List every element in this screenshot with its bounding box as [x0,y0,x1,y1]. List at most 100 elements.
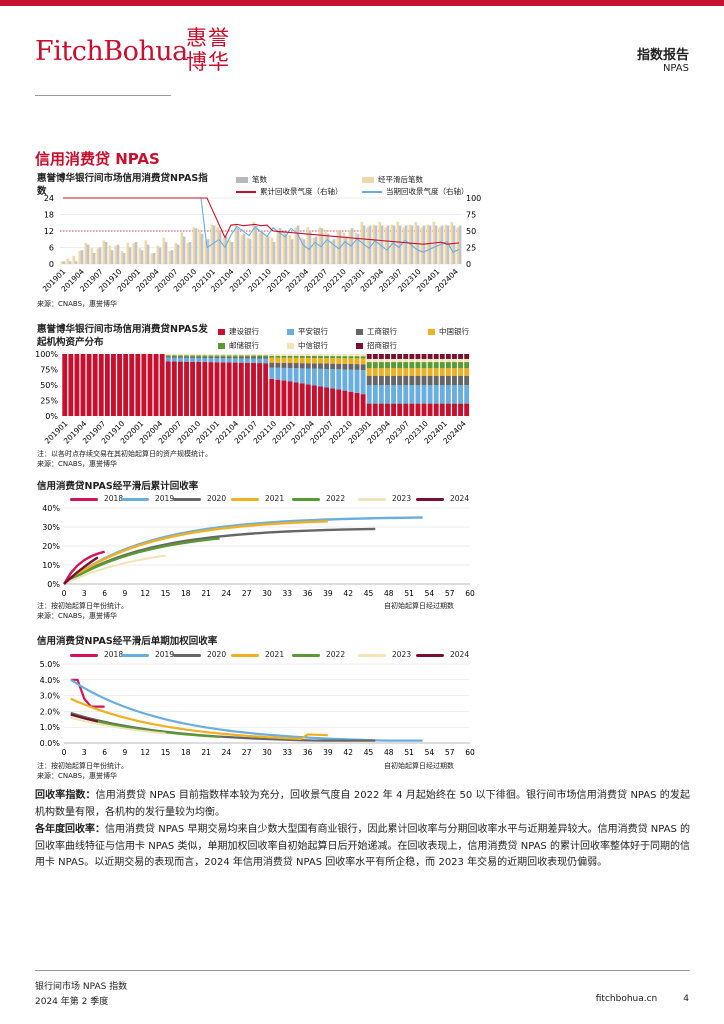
bar-count [146,244,150,264]
stack-segment [287,381,293,416]
stack-segment [409,362,415,369]
stack-segment [263,358,269,364]
bar-count [68,261,72,264]
bar-smoothed [264,235,268,264]
bar-smoothed [180,232,184,264]
bar-count [284,233,288,264]
bar-count [182,236,186,264]
bar-smoothed [246,237,250,264]
bar-count [392,225,396,264]
bar-smoothed [108,245,112,264]
stack-segment [226,354,232,356]
bar-smoothed [96,248,100,264]
stack-segment [184,356,189,358]
bar-count [254,225,258,264]
xtick: 36 [303,748,313,757]
stack-segment [421,375,427,385]
bar-smoothed [402,227,406,264]
stack-segment [403,358,409,363]
stack-segment [391,358,397,363]
stack-segment [232,356,238,359]
stack-segment [324,368,330,388]
stack-segment [458,362,463,369]
stack-segment [287,357,293,363]
stack-segment [372,362,378,369]
stack-segment [244,358,250,363]
stack-segment [171,354,177,356]
stack-segment [214,356,220,359]
stack-segment [269,357,275,363]
stack-segment [202,358,208,363]
stack-segment [354,354,360,357]
stack-segment [238,354,244,356]
stack-segment [378,358,384,363]
xtick: 51 [404,748,414,757]
legend-citic: 中信银行 [287,340,328,351]
stack-segment [427,385,433,404]
stack-segment [208,362,214,416]
stack-segment [171,361,177,416]
stack-segment [318,363,323,369]
stack-segment [391,375,397,385]
bar-count [104,242,108,264]
bar-count [242,233,246,264]
bar-count [314,236,318,264]
bar-smoothed [300,237,304,264]
stack-segment [165,355,171,357]
stack-segment [445,375,451,385]
stack-segment [464,358,470,363]
xtick: 15 [161,589,171,598]
stack-segment [74,354,80,416]
stack-segment [311,385,317,416]
stack-segment [336,354,342,357]
stack-segment [433,375,439,385]
bar-smoothed [366,227,370,264]
bar-smoothed [282,232,286,264]
ytick-right: 0 [466,260,471,269]
xtick: 60 [465,748,475,757]
bar-smoothed [330,240,334,264]
series-2023 [70,716,166,735]
xtick: 18 [181,748,191,757]
xtick: 45 [364,748,374,757]
stack-segment [220,362,226,416]
stack-segment [452,385,457,404]
stack-segment [452,362,457,369]
series-2018 [62,550,105,585]
stack-segment [275,357,281,363]
bar-count [458,225,462,264]
stack-segment [372,385,378,404]
bar-smoothed [114,245,118,264]
bar-smoothed [342,232,346,264]
stack-segment [366,354,372,359]
xtick: 0 [62,589,67,598]
stack-segment [366,368,372,376]
ytick: 0% [47,580,60,589]
ytick: 0.0% [40,739,61,748]
bar-count [140,250,144,264]
stack-segment [257,357,263,359]
bar-count [152,253,156,264]
bar-count [356,233,360,264]
bar-count [158,247,162,264]
stack-segment [330,356,336,359]
legend-psbc: 邮储银行 [218,340,259,351]
stack-segment [311,356,317,358]
stack-segment [293,382,299,416]
stack-segment [299,355,305,358]
bar-smoothed [348,230,352,264]
xtick: 9 [123,748,128,757]
stack-segment [232,362,238,416]
stack-segment [354,358,360,365]
legend-2020: 2020 [173,494,226,503]
stack-segment [403,385,409,404]
xtick: 6 [102,748,107,757]
xtick: 57 [445,589,455,598]
stack-segment [458,385,463,404]
bar-smoothed [252,221,256,264]
bar-count [422,225,426,264]
stack-segment [208,358,214,363]
xtick: 27 [242,748,252,757]
stack-segment [433,362,439,369]
stack-segment [409,354,415,359]
